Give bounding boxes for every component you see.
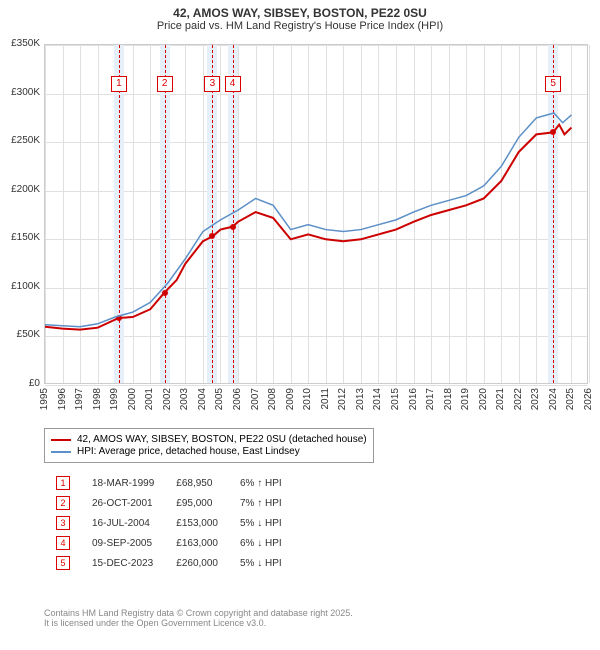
- series-line: [45, 113, 571, 327]
- x-tick-label: 1998: [92, 388, 103, 410]
- legend-item: HPI: Average price, detached house, East…: [51, 446, 367, 457]
- sale-date: 15-DEC-2023: [82, 554, 164, 572]
- x-tick-label: 2008: [267, 388, 278, 410]
- sale-date: 16-JUL-2004: [82, 514, 164, 532]
- x-tick-label: 2003: [179, 388, 190, 410]
- x-tick-label: 2006: [232, 388, 243, 410]
- sale-pct: 6% ↑ HPI: [230, 474, 292, 492]
- x-tick-label: 2004: [197, 388, 208, 410]
- sale-date: 09-SEP-2005: [82, 534, 164, 552]
- x-tick-label: 1996: [57, 388, 68, 410]
- table-row: 2 26-OCT-2001£95,0007% ↑ HPI: [46, 494, 292, 512]
- x-tick-label: 2010: [302, 388, 313, 410]
- sale-price: £163,000: [166, 534, 228, 552]
- table-row: 3 16-JUL-2004£153,0005% ↓ HPI: [46, 514, 292, 532]
- x-tick-label: 2013: [355, 388, 366, 410]
- x-tick-label: 2012: [337, 388, 348, 410]
- x-tick-label: 2026: [583, 388, 594, 410]
- legend-label: HPI: Average price, detached house, East…: [77, 446, 300, 457]
- x-tick-label: 1995: [39, 388, 50, 410]
- legend-label: 42, AMOS WAY, SIBSEY, BOSTON, PE22 0SU (…: [77, 434, 367, 445]
- y-tick-label: £350K: [0, 38, 40, 49]
- gridline-h: [45, 385, 587, 386]
- sales-table: 118-MAR-1999£68,9506% ↑ HPI226-OCT-2001£…: [44, 472, 294, 574]
- sale-price: £153,000: [166, 514, 228, 532]
- sale-pct: 5% ↓ HPI: [230, 514, 292, 532]
- y-tick-label: £0: [0, 378, 40, 389]
- x-tick-label: 2017: [425, 388, 436, 410]
- x-tick-label: 1997: [74, 388, 85, 410]
- series-line: [45, 125, 571, 330]
- x-tick-label: 2001: [144, 388, 155, 410]
- sale-date: 26-OCT-2001: [82, 494, 164, 512]
- sale-pct: 5% ↓ HPI: [230, 554, 292, 572]
- sale-pct: 7% ↑ HPI: [230, 494, 292, 512]
- x-tick-label: 2014: [372, 388, 383, 410]
- footer: Contains HM Land Registry data © Crown c…: [44, 608, 353, 628]
- sale-price: £260,000: [166, 554, 228, 572]
- table-row: 5 15-DEC-2023£260,0005% ↓ HPI: [46, 554, 292, 572]
- x-tick-label: 2005: [214, 388, 225, 410]
- table-row: 4 09-SEP-2005£163,0006% ↓ HPI: [46, 534, 292, 552]
- legend-swatch: [51, 439, 71, 441]
- sale-pct: 6% ↓ HPI: [230, 534, 292, 552]
- x-tick-label: 2002: [162, 388, 173, 410]
- x-tick-label: 2021: [495, 388, 506, 410]
- chart-plot-area: 12345: [44, 44, 588, 384]
- y-tick-label: £250K: [0, 135, 40, 146]
- gridline-v: [589, 45, 590, 383]
- legend: 42, AMOS WAY, SIBSEY, BOSTON, PE22 0SU (…: [44, 428, 374, 463]
- x-tick-label: 2020: [478, 388, 489, 410]
- y-tick-label: £200K: [0, 184, 40, 195]
- row-index: 4: [56, 536, 70, 550]
- footer-line-1: Contains HM Land Registry data © Crown c…: [44, 608, 353, 618]
- x-tick-label: 2009: [285, 388, 296, 410]
- row-index: 5: [56, 556, 70, 570]
- x-tick-label: 2015: [390, 388, 401, 410]
- row-index: 3: [56, 516, 70, 530]
- row-index: 2: [56, 496, 70, 510]
- x-tick-label: 1999: [109, 388, 120, 410]
- x-tick-label: 2007: [250, 388, 261, 410]
- series-layer: [45, 45, 589, 385]
- x-tick-label: 2011: [320, 388, 331, 410]
- x-tick-label: 2018: [443, 388, 454, 410]
- legend-item: 42, AMOS WAY, SIBSEY, BOSTON, PE22 0SU (…: [51, 434, 367, 445]
- x-tick-label: 2016: [408, 388, 419, 410]
- x-tick-label: 2024: [548, 388, 559, 410]
- x-tick-label: 2000: [127, 388, 138, 410]
- sale-price: £95,000: [166, 494, 228, 512]
- x-tick-label: 2025: [565, 388, 576, 410]
- x-tick-label: 2023: [530, 388, 541, 410]
- x-tick-label: 2019: [460, 388, 471, 410]
- x-tick-label: 2022: [513, 388, 524, 410]
- legend-swatch: [51, 451, 71, 453]
- footer-line-2: It is licensed under the Open Government…: [44, 618, 353, 628]
- sale-price: £68,950: [166, 474, 228, 492]
- y-tick-label: £150K: [0, 232, 40, 243]
- chart-title: 42, AMOS WAY, SIBSEY, BOSTON, PE22 0SU: [0, 6, 600, 20]
- title-block: 42, AMOS WAY, SIBSEY, BOSTON, PE22 0SU P…: [0, 6, 600, 32]
- table-row: 1 18-MAR-1999£68,9506% ↑ HPI: [46, 474, 292, 492]
- y-tick-label: £50K: [0, 329, 40, 340]
- y-tick-label: £300K: [0, 87, 40, 98]
- y-tick-label: £100K: [0, 281, 40, 292]
- chart-subtitle: Price paid vs. HM Land Registry's House …: [0, 20, 600, 32]
- row-index: 1: [56, 476, 70, 490]
- sale-date: 18-MAR-1999: [82, 474, 164, 492]
